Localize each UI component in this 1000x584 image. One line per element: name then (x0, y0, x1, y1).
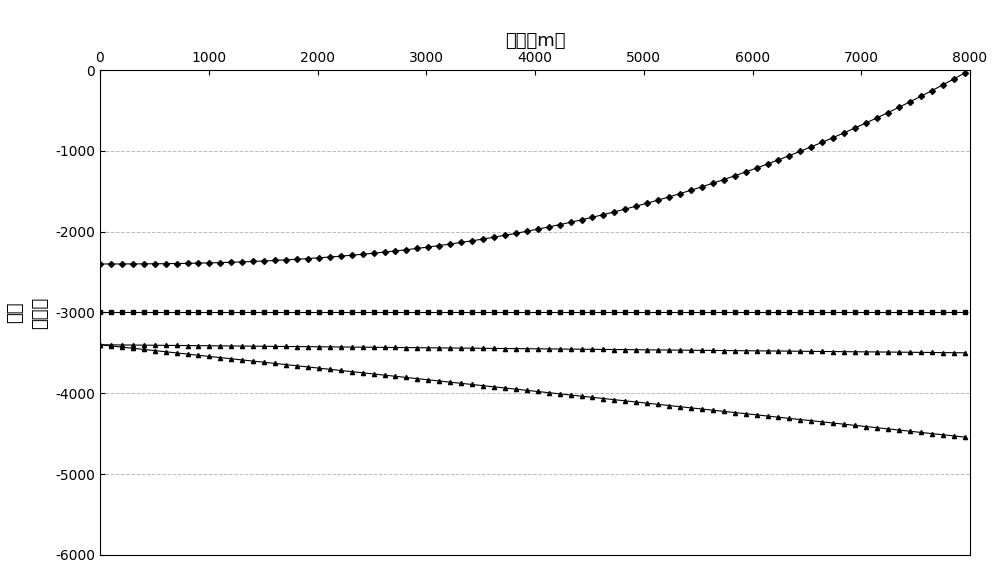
X-axis label: 距离（m）: 距离（m） (505, 32, 565, 50)
Y-axis label: 深度
（米）: 深度 （米） (7, 296, 50, 329)
